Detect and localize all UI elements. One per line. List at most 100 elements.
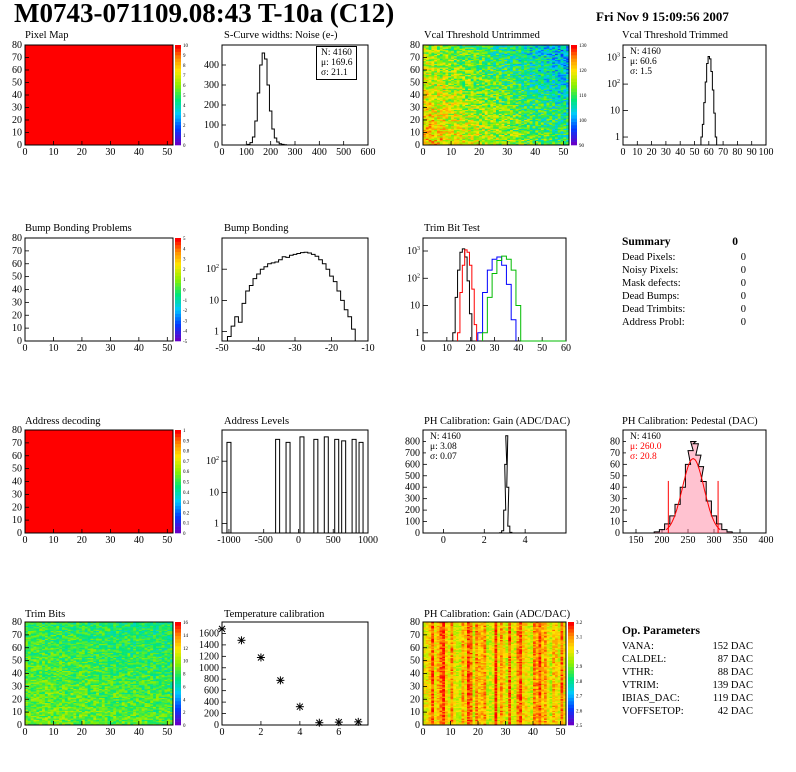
heatmap-cell <box>471 96 474 98</box>
heatmap-cell <box>474 56 477 58</box>
heatmap-cell <box>524 126 527 128</box>
heatmap-cell <box>566 55 569 57</box>
heatmap-cell <box>527 121 530 123</box>
heatmap-cell <box>482 61 485 63</box>
heatmap-cell <box>510 45 513 47</box>
color-bar-segment <box>175 530 181 534</box>
heatmap-cell <box>530 94 533 96</box>
heatmap-cell <box>496 89 499 91</box>
heatmap-cell <box>530 95 533 97</box>
heatmap-cell <box>468 53 471 55</box>
heatmap-cell <box>457 134 460 136</box>
heatmap-cell <box>457 94 460 96</box>
heatmap-cell <box>547 95 550 97</box>
heatmap-cell <box>521 71 524 73</box>
heatmap-cell <box>465 49 468 51</box>
heatmap-cell <box>431 59 434 61</box>
heatmap-cell <box>460 113 463 115</box>
heatmap-cell <box>468 48 471 50</box>
heatmap-cell <box>34 646 37 648</box>
color-bar-segment <box>571 105 577 109</box>
heatmap-cell <box>533 95 536 97</box>
heatmap-cell <box>454 110 457 112</box>
panel-title: Trim Bits <box>25 609 65 620</box>
heatmap-cell <box>493 84 496 86</box>
heatmap-cell <box>31 634 34 636</box>
y-tick-exponent: 2 <box>216 264 219 270</box>
heatmap-cell <box>479 84 482 86</box>
heatmap-cell <box>28 683 31 685</box>
heatmap-cell <box>566 139 569 141</box>
heatmap-cell <box>541 109 544 111</box>
heatmap-cell <box>527 95 530 97</box>
heatmap-cell <box>533 90 536 92</box>
heatmap-cell <box>31 708 34 710</box>
heatmap-cell <box>474 48 477 50</box>
heatmap-cell <box>552 115 555 117</box>
heatmap-cell <box>490 61 493 63</box>
heatmap-cell <box>479 74 482 76</box>
heatmap-cell <box>465 126 468 128</box>
heatmap-cell <box>563 134 566 136</box>
y-tick-label: 400 <box>204 60 219 71</box>
heatmap-cell <box>499 133 502 135</box>
heatmap-cell <box>488 71 491 73</box>
heatmap-cell <box>488 68 491 70</box>
heatmap-cell <box>527 131 530 133</box>
heatmap-cell <box>490 120 493 122</box>
heatmap-cell <box>460 63 463 65</box>
heatmap-cell <box>468 94 471 96</box>
color-bar-segment <box>571 122 577 126</box>
heatmap-cell <box>474 76 477 78</box>
heatmap-cell <box>474 46 477 48</box>
color-bar-segment <box>175 457 181 461</box>
heatmap-cell <box>34 668 37 670</box>
heatmap-cell <box>544 55 547 57</box>
heatmap-cell <box>502 111 505 113</box>
heatmap-cell <box>561 120 564 122</box>
heatmap-cell <box>471 133 474 135</box>
heatmap-cell <box>510 50 513 52</box>
heatmap-cell <box>535 130 538 132</box>
heatmap-cell <box>563 46 566 48</box>
heatmap-cell <box>462 45 465 47</box>
heatmap-cell <box>490 49 493 51</box>
y-tick-label: 40 <box>12 477 22 488</box>
heatmap-cell <box>490 71 493 73</box>
heatmap-cell <box>544 88 547 90</box>
x-tick-label: 350 <box>733 535 748 546</box>
heatmap-cell <box>482 74 485 76</box>
heatmap-cell <box>507 45 510 47</box>
heatmap-cell <box>28 655 31 657</box>
heatmap-cell <box>445 80 448 82</box>
heatmap-cell <box>482 105 485 107</box>
heatmap-cell <box>479 61 482 63</box>
heatmap-cell <box>563 116 566 118</box>
heatmap-cell <box>518 96 521 98</box>
heatmap-cell <box>468 54 471 56</box>
heatmap-cell <box>507 85 510 87</box>
heatmap-cell <box>561 144 564 146</box>
heatmap-cell <box>474 63 477 65</box>
heatmap-cell <box>518 139 521 141</box>
heatmap-cell <box>434 120 437 122</box>
heatmap-cell <box>443 138 446 140</box>
heatmap-cell <box>563 63 566 65</box>
heatmap-cell <box>440 60 443 62</box>
heatmap-cell <box>513 70 516 72</box>
heatmap-cell <box>502 129 505 131</box>
heatmap-cell <box>443 144 446 146</box>
color-bar-segment <box>571 102 577 106</box>
heatmap-cell <box>485 80 488 82</box>
heatmap-cell <box>549 73 552 75</box>
heatmap-cell <box>482 128 485 130</box>
heatmap-cell <box>476 59 479 61</box>
heatmap-cell <box>443 81 446 83</box>
heatmap-cell <box>429 103 432 105</box>
heatmap-cell <box>423 118 426 120</box>
heatmap-cell <box>504 63 507 65</box>
heatmap-cell <box>561 90 564 92</box>
x-tick-label: 200 <box>655 535 670 546</box>
heatmap-cell <box>566 56 569 58</box>
heatmap-cell <box>510 100 513 102</box>
